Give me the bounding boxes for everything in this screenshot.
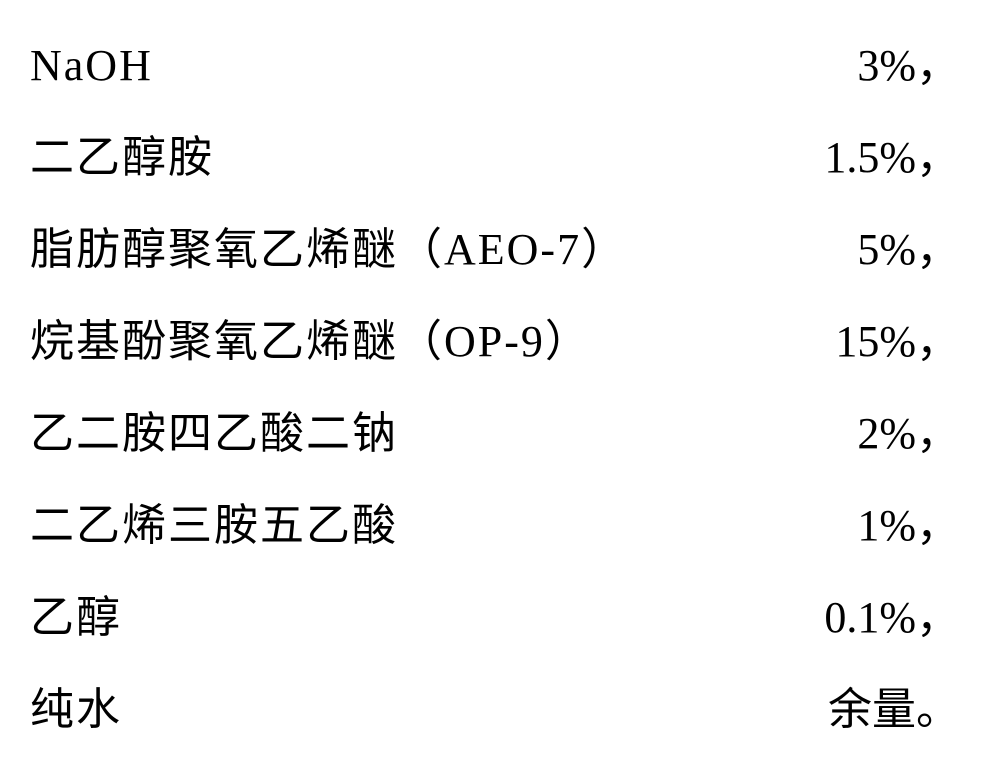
component-name: 乙二胺四乙酸二钠 [30, 388, 690, 480]
table-row: NaOH 3%， [30, 20, 960, 112]
component-name: 脂肪醇聚氧乙烯醚（AEO-7） [30, 204, 690, 296]
component-name: 二乙烯三胺五乙酸 [30, 480, 690, 572]
table-row: 二乙烯三胺五乙酸 1%， [30, 480, 960, 572]
component-name: 二乙醇胺 [30, 112, 690, 204]
component-value: 5%， [690, 204, 960, 296]
component-value: 1%， [690, 480, 960, 572]
composition-table: NaOH 3%， 二乙醇胺 1.5%， 脂肪醇聚氧乙烯醚（AEO-7） 5%， … [0, 0, 1000, 757]
component-value: 3%， [690, 20, 960, 112]
table-row: 烷基酚聚氧乙烯醚（OP-9） 15%， [30, 296, 960, 388]
component-name: 烷基酚聚氧乙烯醚（OP-9） [30, 296, 690, 388]
component-value: 15%， [690, 296, 960, 388]
component-value: 0.1%， [690, 572, 960, 664]
component-name: NaOH [30, 20, 690, 112]
table-row: 二乙醇胺 1.5%， [30, 112, 960, 204]
table-row: 乙二胺四乙酸二钠 2%， [30, 388, 960, 480]
component-name: 乙醇 [30, 572, 690, 664]
component-name: 纯水 [30, 664, 690, 756]
table-row: 乙醇 0.1%， [30, 572, 960, 664]
component-value: 余量。 [690, 664, 960, 756]
component-value: 2%， [690, 388, 960, 480]
table-row: 脂肪醇聚氧乙烯醚（AEO-7） 5%， [30, 204, 960, 296]
table-row: 纯水 余量。 [30, 664, 960, 756]
component-value: 1.5%， [690, 112, 960, 204]
